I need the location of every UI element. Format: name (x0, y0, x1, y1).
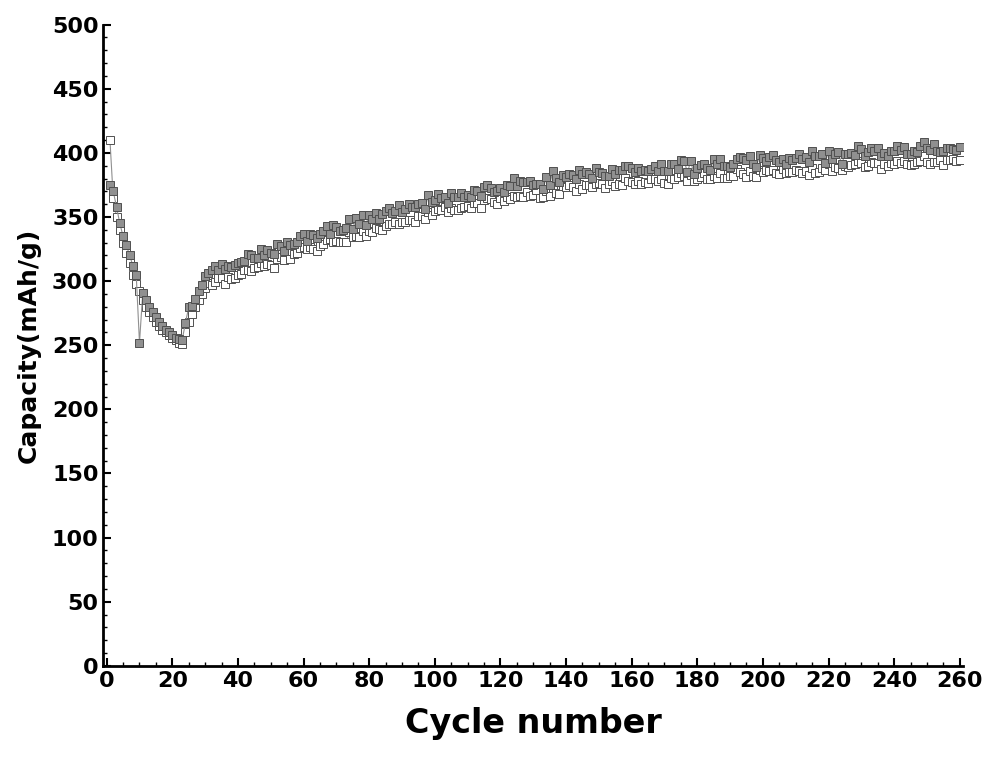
Y-axis label: Capacity(mAh/g): Capacity(mAh/g) (17, 228, 41, 463)
X-axis label: Cycle number: Cycle number (405, 707, 662, 740)
